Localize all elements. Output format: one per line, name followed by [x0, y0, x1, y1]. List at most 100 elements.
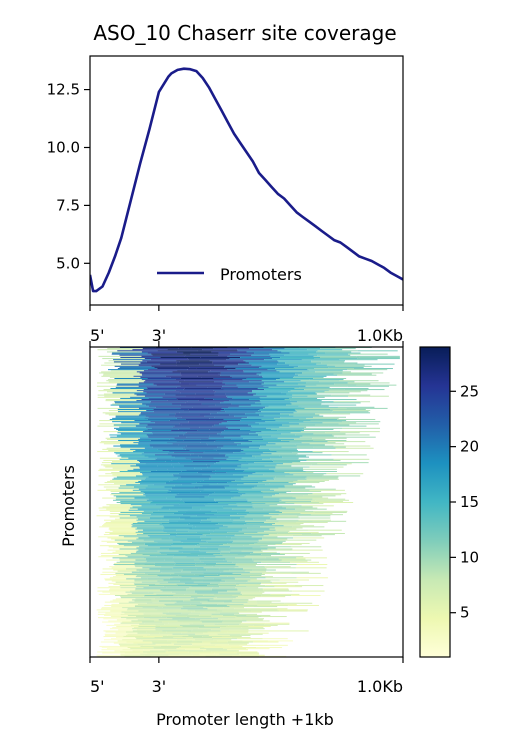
- heatmap-cell: [169, 451, 205, 452]
- heatmap-cell: [240, 429, 271, 430]
- heatmap-cell: [134, 487, 164, 488]
- heatmap-cell: [146, 410, 183, 411]
- heatmap-cell: [167, 442, 201, 443]
- heatmap-cell: [173, 568, 196, 569]
- heatmap-cell: [151, 440, 184, 441]
- heatmap-cell: [169, 415, 199, 416]
- heatmap-cell: [159, 633, 181, 634]
- heatmap-cell: [227, 626, 249, 627]
- heatmap-cell: [296, 454, 331, 455]
- heatmap-cell: [146, 496, 175, 497]
- heatmap-cell: [225, 633, 247, 634]
- heatmap-cell: [258, 605, 289, 606]
- heatmap-cell: [174, 452, 204, 453]
- heatmap-cell: [133, 442, 167, 443]
- heatmap-cell: [194, 468, 221, 469]
- heatmap-cell: [298, 384, 334, 385]
- heatmap-cell: [109, 533, 143, 534]
- heatmap-cell: [140, 372, 181, 373]
- heatmap-cell: [227, 561, 254, 562]
- heatmap-cell: [104, 520, 136, 521]
- heatmap-cell: [262, 376, 294, 377]
- heatmap-cell: [227, 397, 259, 398]
- heatmap-cell: [279, 501, 311, 502]
- heatmap-cell: [311, 361, 344, 362]
- heatmap-cell: [295, 374, 333, 375]
- heatmap-cell: [147, 574, 170, 575]
- heatmap-cell: [145, 396, 186, 397]
- heatmap-cell: [273, 461, 300, 462]
- heatmap-cell: [104, 639, 122, 640]
- heatmap-cell: [140, 483, 166, 484]
- heatmap-cell: [272, 495, 304, 496]
- heatmap-cell: [270, 505, 302, 506]
- heatmap-cell: [182, 606, 206, 607]
- heatmap-cell: [264, 531, 289, 532]
- heatmap-cell: [147, 425, 181, 426]
- heatmap-cell: [106, 625, 130, 626]
- heatmap-cell: [163, 515, 196, 516]
- line-x-ticks: [90, 305, 403, 311]
- heatmap-cell: [292, 395, 331, 396]
- heatmap-cell: [184, 410, 221, 411]
- heatmap-cell: [181, 378, 214, 379]
- heatmap-cell: [196, 545, 220, 546]
- heatmap-cell: [178, 575, 199, 576]
- heatmap-cell: [136, 586, 164, 587]
- heatmap-cell: [282, 500, 316, 501]
- heatmap-cell: [101, 642, 126, 643]
- heatmap-cell: [134, 498, 166, 499]
- heatmap-cell: [203, 607, 223, 608]
- heatmap-cell: [130, 591, 162, 592]
- heatmap-cell: [271, 594, 300, 595]
- heatmap-cell: [256, 472, 285, 473]
- heatmap-cell: [101, 464, 136, 465]
- heatmap-cell: [144, 456, 171, 457]
- heatmap-cell: [239, 584, 260, 585]
- heatmap-cell: [249, 447, 281, 448]
- heatmap-cell: [143, 492, 167, 493]
- heatmap-cell: [232, 595, 261, 596]
- heatmap-cell: [178, 585, 207, 586]
- heatmap-cell: [298, 520, 330, 521]
- heatmap-cell: [108, 379, 142, 380]
- heatmap-cell: [135, 598, 155, 599]
- heatmap-cell: [242, 494, 275, 495]
- heatmap-cell: [213, 639, 231, 640]
- heatmap-cell: [120, 459, 156, 460]
- heatmap-cell: [218, 640, 243, 641]
- heatmap-cell: [240, 357, 280, 358]
- heatmap-cell: [229, 599, 248, 600]
- heatmap-cell: [128, 458, 156, 459]
- heatmap-cell: [138, 626, 160, 627]
- heatmap-cell: [247, 615, 271, 616]
- heatmap-cell: [178, 493, 212, 494]
- heatmap-cell: [183, 448, 221, 449]
- heatmap-cell: [136, 547, 159, 548]
- heatmap-cell: [272, 358, 315, 359]
- heatmap-cell: [252, 390, 290, 391]
- heatmap-cell: [101, 649, 122, 650]
- heatmap-cell: [286, 502, 320, 503]
- heatmap-cell: [210, 413, 245, 414]
- heatmap-cell: [213, 566, 239, 567]
- heatmap-cell: [249, 440, 282, 441]
- heatmap-cell: [244, 360, 278, 361]
- heatmap-cell: [269, 513, 301, 514]
- heatmap-cell: [231, 481, 262, 482]
- heatmap-cell: [137, 644, 155, 645]
- heatmap-cell: [181, 382, 223, 383]
- heatmap-cell: [103, 524, 131, 525]
- heatmap-cell: [284, 381, 319, 382]
- heatmap-cell: [97, 451, 133, 452]
- heatmap-cell: [241, 574, 264, 575]
- heatmap-cell: [166, 461, 193, 462]
- heatmap-cell: [150, 421, 188, 422]
- heatmap-cell: [252, 391, 288, 392]
- heatmap-cell: [226, 394, 256, 395]
- heatmap-cell: [110, 593, 132, 594]
- heatmap-cell: [136, 539, 161, 540]
- heatmap-cell: [296, 557, 327, 558]
- heatmap-cell: [227, 459, 263, 460]
- heatmap-cell: [119, 514, 151, 515]
